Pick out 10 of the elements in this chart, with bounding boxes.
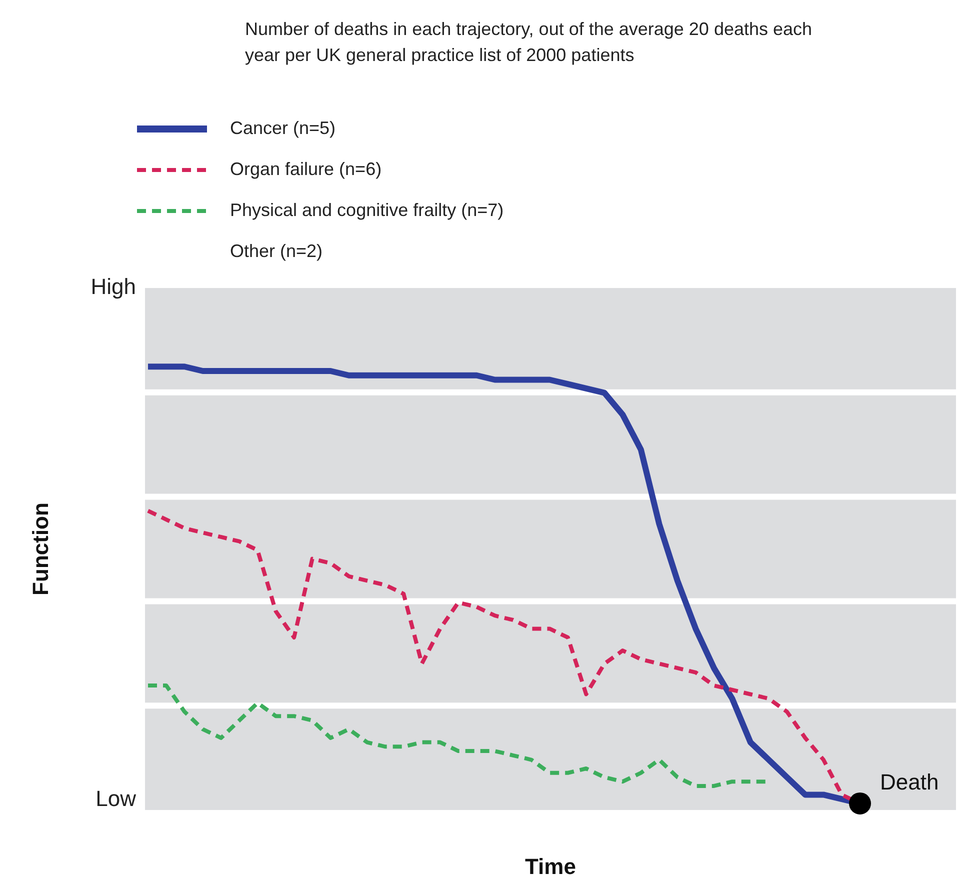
x-axis-title: Time [525,854,576,879]
chart-title: Number of deaths in each trajectory, out of the average 20 deaths each year per UK general practice list of 2000 patients [245,18,814,67]
y-axis-title: Function [28,502,53,596]
text: High [90,274,136,300]
legend-label: Physical and cognitive frailty (n=7) [230,200,504,221]
legend-label: Organ failure (n=6) [230,159,382,180]
legend-label: Cancer (n=5) [230,118,336,139]
text: Low [94,786,136,812]
text: Death [880,769,939,794]
text: Other (n=2) [230,241,323,262]
